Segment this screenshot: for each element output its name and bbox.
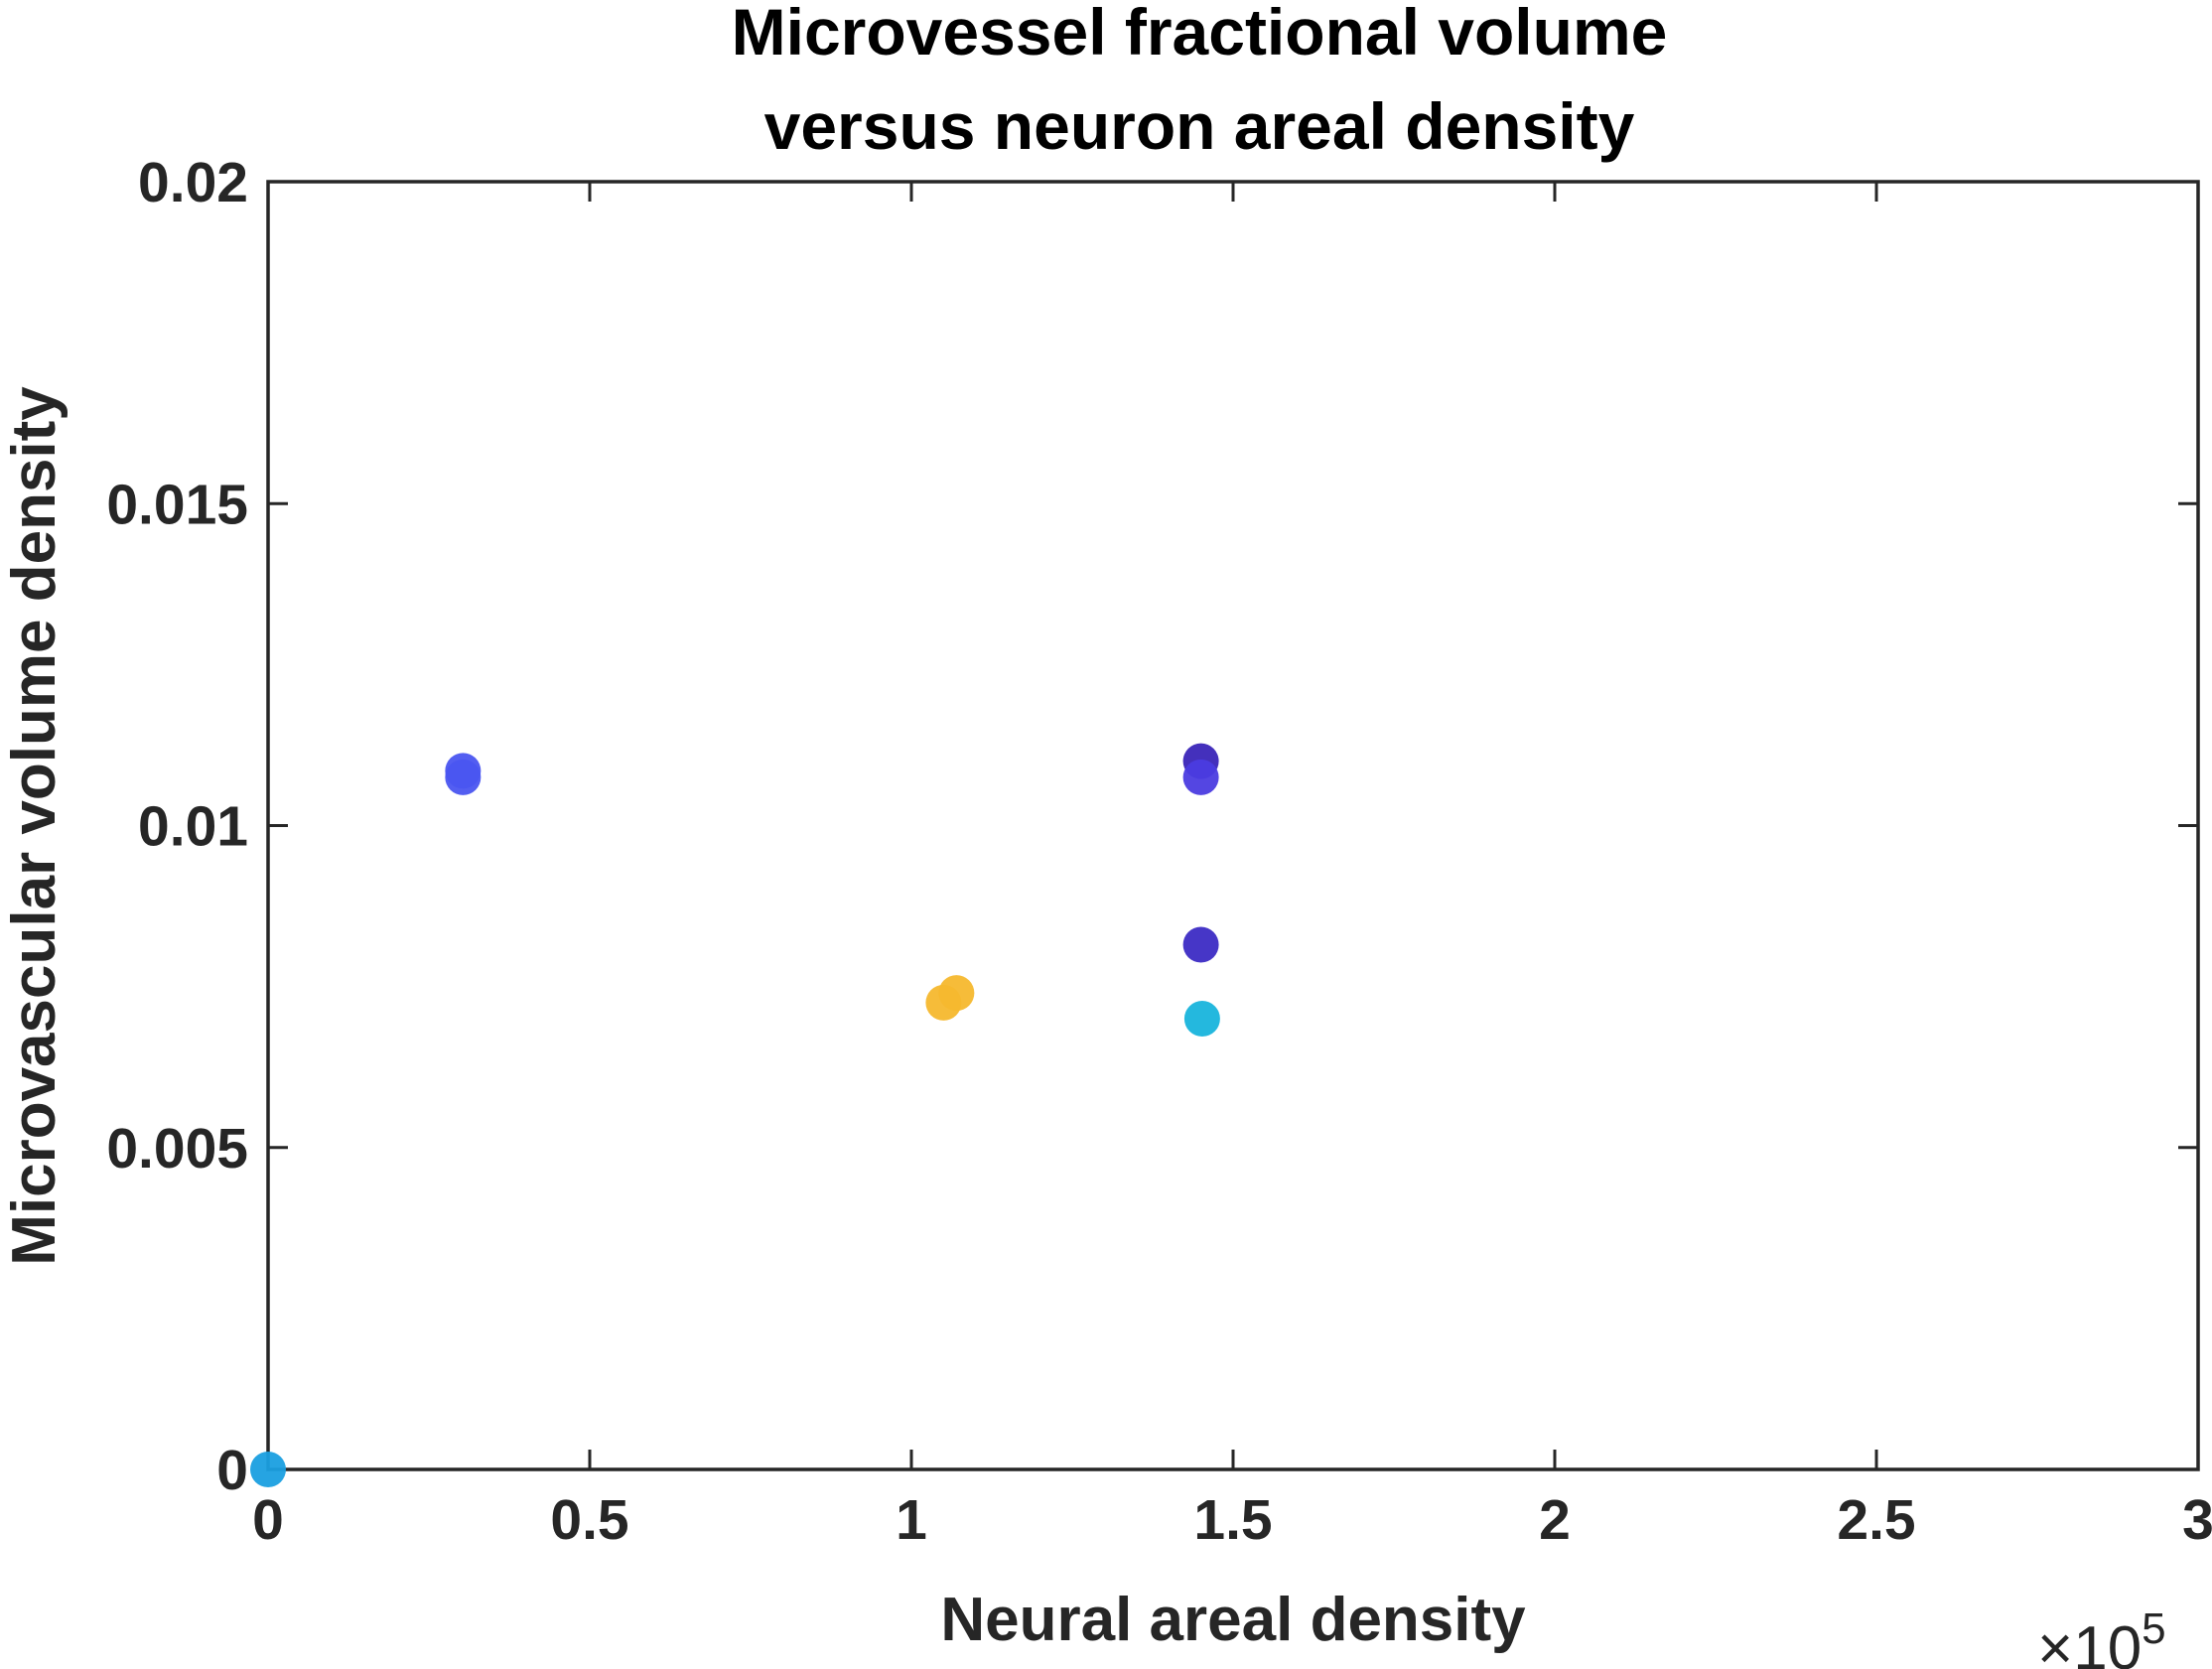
data-point — [1182, 759, 1219, 795]
x-tick-label: 1.5 — [1193, 1488, 1272, 1552]
y-tick-label: 0.02 — [138, 151, 248, 214]
data-point — [1182, 926, 1219, 963]
x-tick-label: 2 — [1539, 1488, 1571, 1552]
x-tick-label: 0.5 — [550, 1488, 628, 1552]
chart-title: Microvessel fractional volume versus neu… — [732, 0, 1668, 163]
x-tick-label: 0 — [252, 1488, 284, 1552]
chart-title-line-1: Microvessel fractional volume — [732, 0, 1668, 69]
data-point — [938, 975, 975, 1012]
data-point — [445, 759, 482, 795]
y-tick-label: 0.015 — [106, 473, 248, 536]
y-tick-label: 0 — [216, 1439, 248, 1502]
x-tick-label: 3 — [2182, 1488, 2212, 1552]
x-axis-label: Neural areal density — [940, 1586, 1526, 1654]
data-point — [1183, 1001, 1220, 1038]
data-point — [250, 1452, 286, 1487]
data-points — [250, 743, 1220, 1487]
y-tick-label: 0.01 — [138, 795, 248, 859]
y-axis-label: Microvascular volume density — [0, 386, 69, 1266]
y-axis-tick-labels: 0 0.005 0.01 0.015 0.02 — [106, 151, 248, 1502]
x-axis-ticks — [266, 182, 2200, 1469]
x-tick-label: 1 — [896, 1488, 927, 1552]
x-tick-label: 2.5 — [1837, 1488, 1915, 1552]
x-axis-exponent: ×105 — [2037, 1604, 2166, 1669]
y-tick-label: 0.005 — [106, 1117, 248, 1181]
x-axis-tick-labels: 0 0.5 1 1.5 2 2.5 3 — [252, 1488, 2212, 1552]
chart-title-line-2: versus neuron areal density — [764, 89, 1635, 163]
plot-area — [266, 180, 2200, 1471]
x-axis-exponent-power: 5 — [2142, 1604, 2165, 1653]
x-axis-exponent-base: ×10 — [2037, 1614, 2142, 1669]
